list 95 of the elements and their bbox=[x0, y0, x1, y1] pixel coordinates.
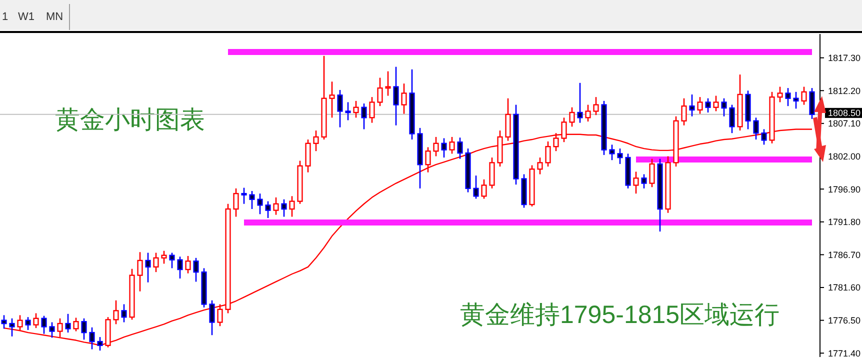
candlestick bbox=[49, 322, 55, 338]
candlestick bbox=[9, 318, 15, 338]
candlestick bbox=[713, 95, 719, 112]
candlestick bbox=[217, 304, 223, 327]
candlestick bbox=[81, 318, 87, 340]
candlestick bbox=[161, 250, 167, 264]
candlestick bbox=[177, 256, 183, 280]
candlestick bbox=[89, 326, 95, 350]
candlestick bbox=[457, 136, 463, 160]
candlestick bbox=[305, 138, 311, 173]
candlestick bbox=[281, 198, 287, 218]
candlestick bbox=[545, 140, 551, 168]
candlestick bbox=[169, 252, 175, 269]
candlestick bbox=[705, 98, 711, 114]
candlestick bbox=[289, 195, 295, 218]
candlestick bbox=[1, 314, 7, 330]
candlestick bbox=[153, 252, 159, 273]
candlestick bbox=[97, 336, 103, 352]
candlestick bbox=[793, 91, 799, 110]
candlestick bbox=[137, 251, 143, 292]
candlestick bbox=[809, 87, 815, 120]
candlestick bbox=[777, 86, 783, 103]
candlestick bbox=[369, 96, 375, 124]
candlestick bbox=[785, 87, 791, 107]
candlestick bbox=[489, 156, 495, 190]
candlestick bbox=[329, 80, 335, 118]
candlestick bbox=[73, 317, 79, 332]
ref-line-label: 1808.50 bbox=[828, 108, 861, 118]
candlestick bbox=[401, 82, 407, 114]
candlestick bbox=[481, 178, 487, 200]
candlestick bbox=[377, 77, 383, 107]
candlestick bbox=[25, 316, 31, 331]
candlestick bbox=[801, 86, 807, 106]
y-tick-label: 1771.40 bbox=[828, 348, 861, 358]
y-tick-label: 1817.30 bbox=[828, 53, 861, 64]
candlestick bbox=[257, 192, 263, 215]
y-tick-label: 1812.20 bbox=[828, 86, 861, 96]
candlestick bbox=[353, 100, 359, 118]
candlestick bbox=[113, 300, 119, 325]
candlestick bbox=[553, 132, 559, 152]
candlestick bbox=[193, 257, 199, 282]
candlestick bbox=[241, 187, 247, 205]
candlestick bbox=[585, 104, 591, 122]
candlestick bbox=[33, 312, 39, 329]
candlestick bbox=[273, 196, 279, 216]
candlestick bbox=[209, 300, 215, 336]
candlestick bbox=[233, 188, 239, 218]
candlestick bbox=[697, 96, 703, 114]
annotation: 黄金维持1795-1815区域运行 bbox=[460, 301, 780, 329]
candlestick bbox=[65, 313, 71, 334]
y-tick-label: 1786.70 bbox=[828, 250, 861, 260]
candlestick bbox=[633, 171, 639, 194]
candlestick bbox=[537, 156, 543, 175]
candlestick bbox=[313, 130, 319, 152]
candlestick bbox=[617, 148, 623, 165]
candlestick bbox=[593, 96, 599, 116]
candlestick bbox=[721, 98, 727, 118]
candlestick bbox=[385, 70, 391, 96]
candlestick bbox=[433, 136, 439, 157]
candlestick bbox=[265, 200, 271, 219]
candlestick bbox=[441, 138, 447, 158]
candlestick bbox=[649, 158, 655, 188]
candlestick bbox=[641, 174, 647, 190]
text: 1 bbox=[2, 11, 8, 23]
text: MN bbox=[46, 11, 64, 23]
y-tick-label: 1796.90 bbox=[828, 184, 861, 194]
candlestick bbox=[761, 128, 767, 146]
candlestick bbox=[425, 146, 431, 173]
y-tick-label: 1807.10 bbox=[828, 118, 861, 129]
candlestick bbox=[337, 89, 343, 128]
candlestick bbox=[577, 82, 583, 124]
candlestick bbox=[609, 144, 615, 161]
candlestick bbox=[729, 104, 735, 134]
y-tick-label: 1791.80 bbox=[828, 217, 861, 228]
y-tick-label: 1781.60 bbox=[828, 282, 861, 293]
candlestick bbox=[681, 98, 687, 126]
candlestick bbox=[41, 315, 47, 334]
candlestick bbox=[505, 98, 511, 142]
candlestick bbox=[57, 318, 63, 338]
candlestick bbox=[393, 66, 399, 126]
candlestick bbox=[689, 94, 695, 118]
candlestick bbox=[145, 252, 151, 284]
candlestick bbox=[361, 102, 367, 130]
candlestick bbox=[249, 190, 255, 210]
y-tick-label: 1776.50 bbox=[828, 316, 861, 326]
candlestick bbox=[473, 174, 479, 200]
y-tick-label: 1802.00 bbox=[828, 151, 861, 162]
candlestick bbox=[121, 304, 127, 323]
candlestick bbox=[345, 102, 351, 121]
candlestick bbox=[17, 314, 23, 331]
candlestick bbox=[185, 255, 191, 274]
candlestick bbox=[569, 106, 575, 128]
candlestick bbox=[753, 116, 759, 140]
text: W1 bbox=[18, 11, 34, 23]
candlestick bbox=[449, 136, 455, 154]
